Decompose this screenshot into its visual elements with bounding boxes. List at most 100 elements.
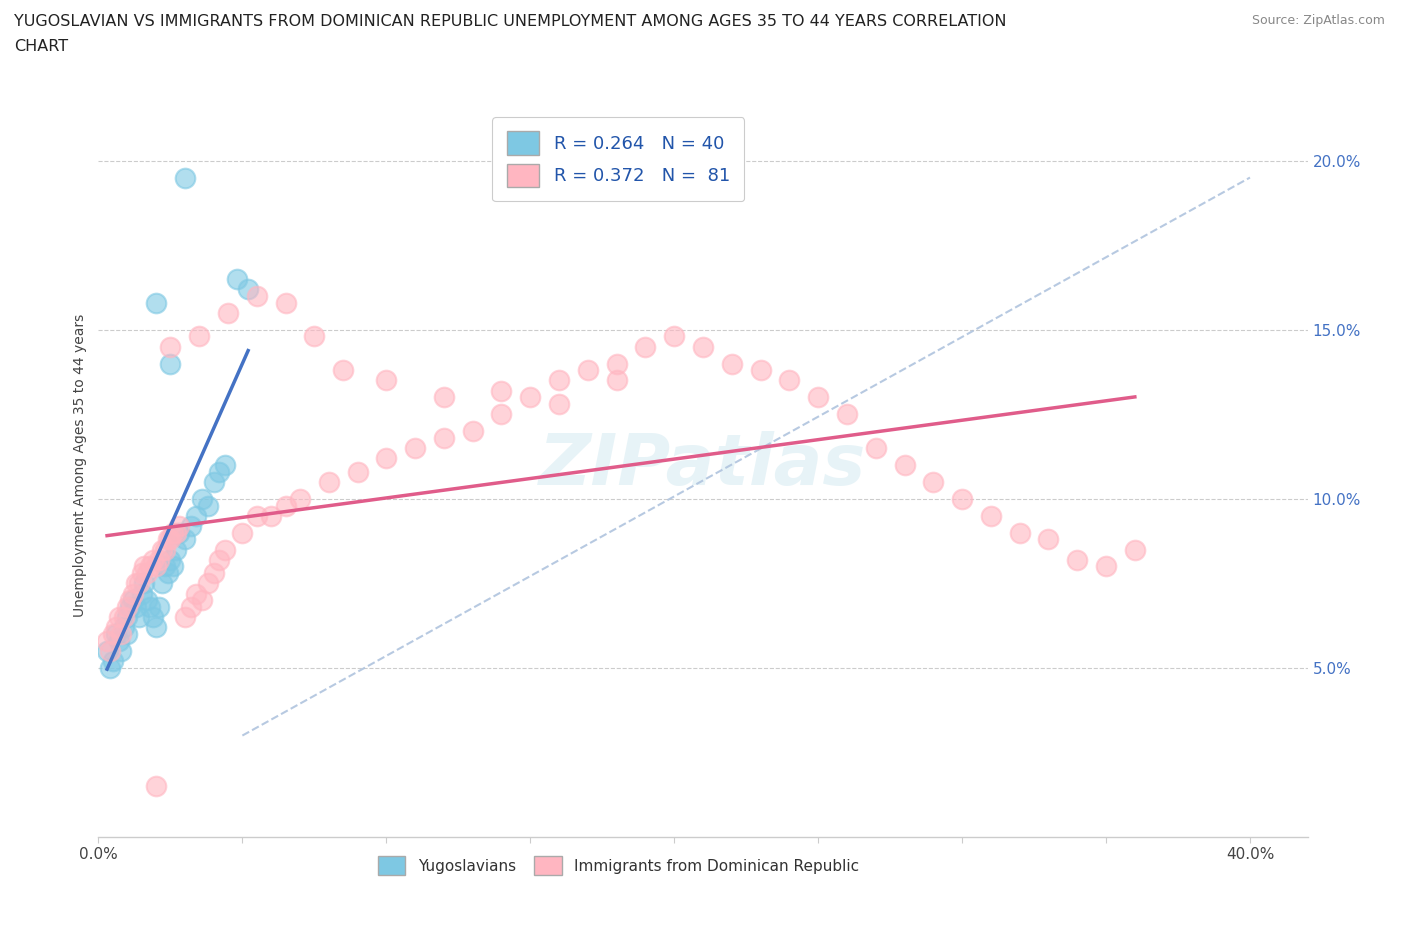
Point xyxy=(1123,542,1146,557)
Text: Source: ZipAtlas.com: Source: ZipAtlas.com xyxy=(1251,14,1385,27)
Text: CHART: CHART xyxy=(14,39,67,54)
Point xyxy=(148,552,170,567)
Point xyxy=(950,491,973,506)
Point xyxy=(145,778,167,793)
Point xyxy=(153,542,176,557)
Point xyxy=(1066,552,1088,567)
Point xyxy=(165,525,187,540)
Point xyxy=(104,620,127,635)
Point xyxy=(865,441,887,456)
Point xyxy=(186,586,208,601)
Point xyxy=(519,390,541,405)
Point xyxy=(202,474,225,489)
Point xyxy=(122,586,145,601)
Point xyxy=(225,272,247,286)
Point xyxy=(167,525,190,540)
Point xyxy=(1095,559,1118,574)
Point xyxy=(131,586,153,601)
Point xyxy=(120,600,142,615)
Point xyxy=(214,542,236,557)
Point xyxy=(98,644,121,658)
Point xyxy=(375,373,398,388)
Point xyxy=(214,458,236,472)
Point xyxy=(112,620,135,635)
Point xyxy=(101,627,124,642)
Point xyxy=(274,498,297,513)
Point xyxy=(136,565,159,580)
Point xyxy=(606,356,628,371)
Point xyxy=(749,363,772,378)
Point xyxy=(260,509,283,524)
Point xyxy=(180,600,202,615)
Point xyxy=(162,525,184,540)
Point xyxy=(236,282,259,297)
Point xyxy=(145,559,167,574)
Point xyxy=(145,295,167,310)
Point xyxy=(202,565,225,580)
Point xyxy=(634,339,657,354)
Point xyxy=(404,441,426,456)
Point xyxy=(142,552,165,567)
Point xyxy=(318,474,340,489)
Point xyxy=(96,633,118,648)
Point xyxy=(134,576,156,591)
Point xyxy=(122,592,145,607)
Point xyxy=(115,627,138,642)
Point xyxy=(922,474,945,489)
Point xyxy=(128,576,150,591)
Point xyxy=(246,288,269,303)
Point xyxy=(548,397,571,412)
Point xyxy=(125,600,148,615)
Point xyxy=(142,610,165,625)
Point xyxy=(150,542,173,557)
Point xyxy=(346,464,368,479)
Point xyxy=(491,383,513,398)
Point xyxy=(186,509,208,524)
Point xyxy=(433,431,456,445)
Point xyxy=(197,576,219,591)
Point xyxy=(1008,525,1031,540)
Point xyxy=(491,406,513,421)
Point xyxy=(104,627,127,642)
Point xyxy=(139,559,162,574)
Point xyxy=(1038,532,1060,547)
Point xyxy=(145,620,167,635)
Point xyxy=(461,424,484,439)
Point xyxy=(606,373,628,388)
Point xyxy=(136,592,159,607)
Point xyxy=(980,509,1002,524)
Point xyxy=(96,644,118,658)
Point xyxy=(173,610,195,625)
Point xyxy=(217,305,239,320)
Point xyxy=(173,170,195,185)
Point xyxy=(110,627,132,642)
Point xyxy=(101,654,124,669)
Text: ZIPatlas: ZIPatlas xyxy=(540,431,866,499)
Point xyxy=(112,610,135,625)
Point xyxy=(150,576,173,591)
Point xyxy=(208,464,231,479)
Point xyxy=(191,592,214,607)
Point xyxy=(139,600,162,615)
Point xyxy=(375,451,398,466)
Point xyxy=(115,600,138,615)
Point xyxy=(188,329,211,344)
Point xyxy=(153,559,176,574)
Point xyxy=(576,363,599,378)
Point xyxy=(162,559,184,574)
Point xyxy=(664,329,686,344)
Point xyxy=(180,518,202,533)
Point xyxy=(125,576,148,591)
Point xyxy=(274,295,297,310)
Point xyxy=(167,518,190,533)
Point xyxy=(159,552,181,567)
Point xyxy=(893,458,915,472)
Point xyxy=(548,373,571,388)
Point xyxy=(156,532,179,547)
Point xyxy=(159,339,181,354)
Point xyxy=(208,552,231,567)
Point xyxy=(433,390,456,405)
Y-axis label: Unemployment Among Ages 35 to 44 years: Unemployment Among Ages 35 to 44 years xyxy=(73,313,87,617)
Point xyxy=(720,356,742,371)
Point xyxy=(778,373,800,388)
